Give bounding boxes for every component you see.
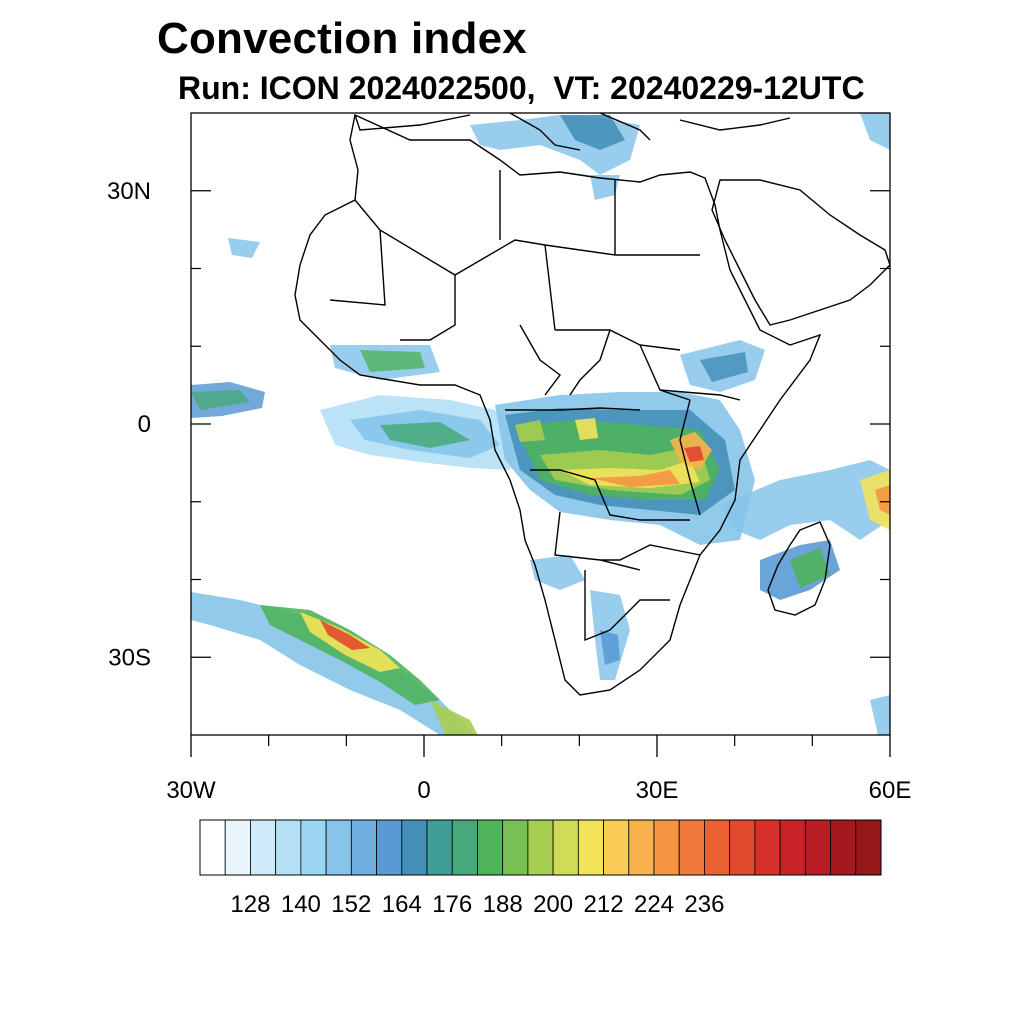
y-tick-label: 0 — [138, 411, 151, 438]
chart-subtitle: Run: ICON 2024022500, VT: 20240229-12UTC — [178, 70, 865, 106]
colorbar-label: 224 — [634, 891, 674, 918]
madagascar-coastline — [767, 521, 831, 616]
colorbar-swatch — [250, 819, 277, 876]
arabia-coastline — [711, 179, 890, 326]
colorbar-swatch — [502, 819, 529, 876]
colorbar-swatch — [451, 819, 478, 876]
colorbar-swatch — [224, 819, 251, 876]
colorbar-swatch — [552, 819, 579, 876]
convection-shading — [191, 113, 890, 735]
colorbar-swatch — [577, 819, 604, 876]
colorbar-label: 236 — [684, 891, 724, 918]
coastlines-borders — [294, 113, 890, 696]
colorbar-swatch — [300, 819, 327, 876]
colorbar-swatch — [628, 819, 655, 876]
mediterranean-coast — [354, 113, 791, 151]
colorbar-swatch — [350, 819, 377, 876]
colorbar-label: 188 — [483, 891, 523, 918]
colorbar-frame — [199, 819, 882, 876]
colorbar-swatch — [804, 819, 831, 876]
colorbar-swatch — [603, 819, 630, 876]
colorbar-swatch — [754, 819, 781, 876]
colorbar-label: 200 — [533, 891, 573, 918]
colorbar-label: 164 — [382, 891, 422, 918]
colorbar-swatch — [830, 819, 857, 876]
colorbar-label: 128 — [230, 891, 270, 918]
africa-coastline — [294, 113, 822, 696]
colorbar-swatch — [401, 819, 428, 876]
x-tick-label: 0 — [417, 777, 430, 804]
colorbar-swatch — [477, 819, 504, 876]
x-tick-label: 30W — [166, 777, 216, 804]
colorbar-swatch — [199, 819, 226, 876]
colorbar-swatch — [325, 819, 352, 876]
colorbar-swatch — [376, 819, 403, 876]
colorbar-label: 140 — [281, 891, 321, 918]
colorbar-swatch — [678, 819, 705, 876]
colorbar-label: 212 — [584, 891, 624, 918]
axes: 30N 0 30S 30W 0 30E 60E — [107, 178, 912, 804]
y-tick-label: 30N — [107, 178, 151, 205]
x-tick-label: 60E — [869, 777, 912, 804]
y-tick-label: 30S — [108, 644, 151, 671]
colorbar-swatch — [527, 819, 554, 876]
colorbar-swatch — [779, 819, 806, 876]
colorbar-swatch — [275, 819, 302, 876]
colorbar-swatch — [855, 819, 882, 876]
x-tick-label: 30E — [636, 777, 679, 804]
colorbar-swatch — [729, 819, 756, 876]
country-borders — [329, 170, 741, 642]
colorbar-label: 176 — [432, 891, 472, 918]
colorbar-swatch — [653, 819, 680, 876]
colorbar-swatch — [426, 819, 453, 876]
colorbar: 128 140 152 164 176 188 200 212 224 236 — [199, 819, 882, 918]
colorbar-swatch — [704, 819, 731, 876]
colorbar-label: 152 — [331, 891, 371, 918]
chart-title: Convection index — [157, 14, 527, 63]
